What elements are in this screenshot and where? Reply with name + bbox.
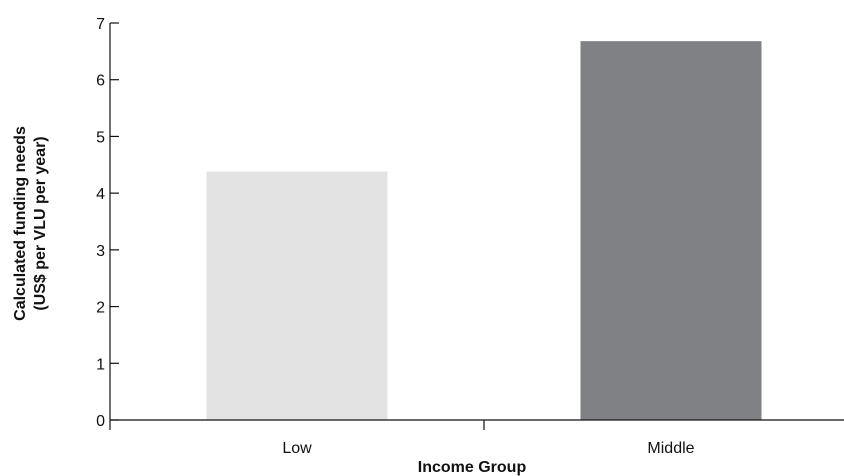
y-tick-label: 5	[96, 129, 105, 146]
y-tick-label: 0	[96, 413, 105, 430]
y-axis-title-line-1: Calculated funding needs	[12, 126, 29, 321]
y-tick-label: 4	[96, 186, 105, 203]
bar-middle	[580, 41, 762, 421]
y-axis-title-line-2: (US$ per VLU per year)	[32, 136, 49, 310]
bars-layer	[206, 41, 762, 421]
y-tick-label: 3	[96, 243, 105, 260]
y-tick-label: 7	[96, 16, 105, 33]
bar-low	[206, 171, 388, 420]
y-tick-label: 6	[96, 73, 105, 90]
y-tick-label: 2	[96, 300, 105, 317]
x-axis-title: Income Group	[418, 459, 527, 476]
x-tick-label: Low	[282, 440, 312, 457]
axes-layer	[109, 23, 844, 421]
y-tick-label: 1	[96, 356, 105, 373]
x-tick-label: Middle	[647, 440, 694, 457]
y-ticks: 0 1 2 3 4 5 6 7	[96, 16, 119, 430]
y-axis-title: Calculated funding needs (US$ per VLU pe…	[12, 126, 49, 321]
x-ticks: Low Middle	[109, 420, 695, 457]
